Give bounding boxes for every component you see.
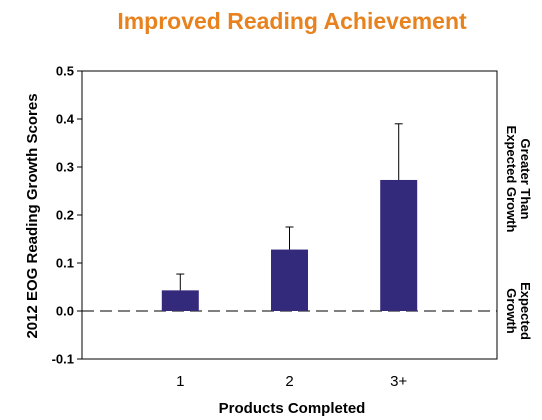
y-axis-label: 2012 EOG Reading Growth Scores — [24, 93, 41, 338]
bar-3+ — [380, 179, 418, 311]
right-annotation-line: Expected Growth — [504, 126, 519, 233]
x-tick-label: 3+ — [390, 373, 407, 390]
y-tick-label: -0.1 — [52, 352, 74, 367]
bar-1 — [161, 290, 199, 311]
y-tick-label: 0.2 — [56, 208, 74, 223]
plot-area-frame — [81, 70, 498, 360]
y-tick-label: 0.4 — [56, 112, 75, 127]
y-tick-label: 0.1 — [56, 256, 74, 271]
x-axis-label: Products Completed — [219, 400, 366, 417]
bar-2 — [271, 249, 308, 311]
chart-title: Improved Reading Achievement — [117, 8, 467, 34]
right-annotation-line: Greater Than — [518, 139, 533, 220]
x-tick-label: 2 — [285, 373, 293, 390]
y-tick-label: 0.0 — [56, 304, 74, 319]
x-tick-label: 1 — [176, 373, 184, 390]
y-tick-label: 0.3 — [56, 160, 74, 175]
y-tick-label: 0.5 — [56, 64, 74, 79]
right-annotation-line: Growth — [504, 288, 519, 334]
right-annotation-line: Expected — [518, 282, 533, 340]
